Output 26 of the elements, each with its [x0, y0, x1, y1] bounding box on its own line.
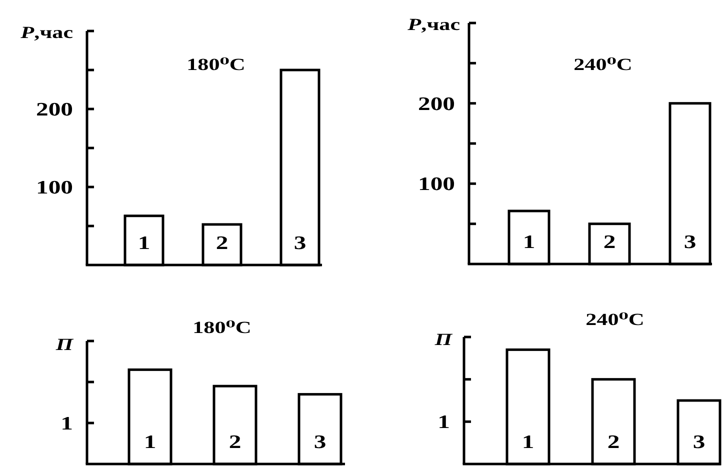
x-tick-label: 1	[522, 230, 536, 252]
x-tick-label: 2	[607, 430, 620, 452]
x-tick-label: 3	[314, 430, 326, 452]
y-axis-title: P,час	[406, 15, 460, 34]
y-tick-label: 1	[60, 412, 73, 434]
x-tick-label: 2	[216, 232, 228, 254]
x-tick-label: 1	[522, 430, 534, 452]
x-tick-label: 3	[692, 430, 706, 452]
chart-title: 180⁰C	[192, 318, 252, 338]
chart-title: 240⁰C	[586, 310, 644, 330]
x-tick-label: 2	[603, 230, 616, 252]
y-tick-label: 1	[438, 410, 450, 432]
text: 240⁰C	[574, 55, 632, 74]
y-tick-label: 200	[418, 92, 455, 114]
y-axis-title: П	[54, 335, 74, 354]
text: 180⁰C	[186, 55, 246, 74]
x-tick-label: 3	[684, 230, 696, 252]
y-tick-label: 100	[36, 176, 73, 198]
y-tick-label: 100	[418, 172, 455, 194]
y-tick-label: 200	[36, 98, 73, 120]
x-tick-label: 1	[144, 430, 156, 452]
x-tick-label: 2	[228, 430, 242, 452]
x-tick-label: 3	[294, 232, 306, 254]
y-axis-title: П	[434, 330, 453, 350]
y-axis-title: P,час	[20, 23, 74, 42]
x-tick-label: 1	[138, 232, 150, 254]
